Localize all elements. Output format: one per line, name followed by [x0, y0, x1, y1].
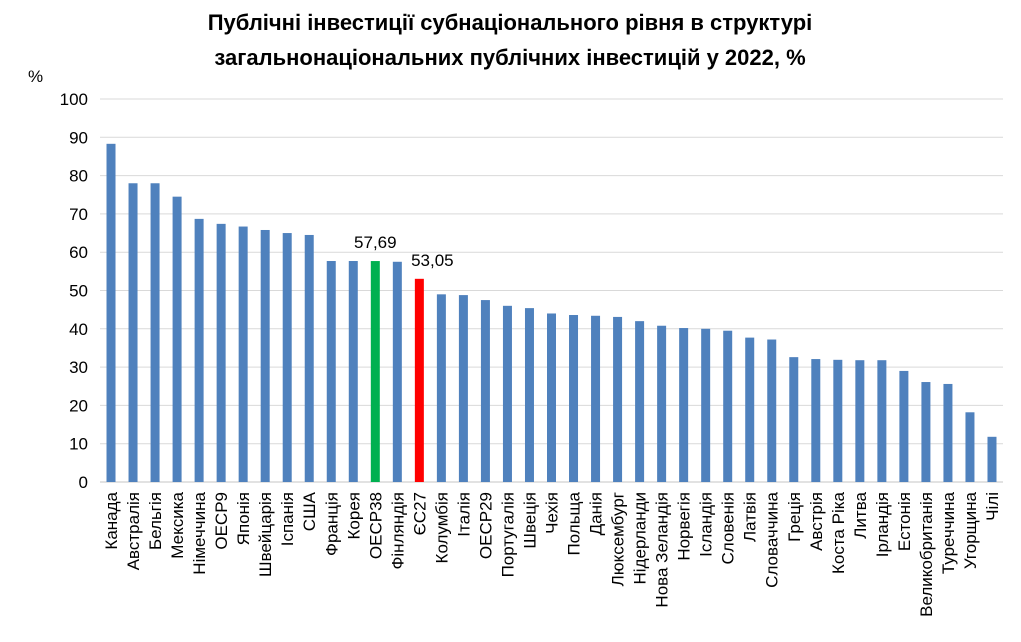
y-tick-label: 10 — [69, 435, 88, 454]
bar — [172, 196, 182, 483]
x-tick-label: Словаччина — [763, 491, 782, 587]
bar — [238, 226, 248, 482]
bar — [414, 278, 424, 482]
bar — [877, 360, 887, 482]
bar — [767, 339, 777, 482]
x-tick-label: США — [300, 491, 319, 531]
bar — [370, 261, 380, 482]
x-tick-label: Австралія — [124, 492, 143, 570]
bar — [943, 383, 953, 482]
bar — [194, 218, 204, 482]
bar — [591, 315, 601, 482]
bar — [921, 382, 931, 482]
x-tick-label: Коста Ріка — [829, 491, 848, 574]
x-tick-label: Італія — [454, 492, 473, 537]
bar — [304, 234, 314, 482]
x-tick-label: Бельгія — [146, 492, 165, 550]
x-tick-label: Колумбія — [432, 492, 451, 563]
x-tick-label: ЄС27 — [410, 492, 429, 535]
y-tick-label: 0 — [79, 473, 88, 492]
x-tick-label: Німеччина — [190, 491, 209, 574]
x-tick-label: Великобританія — [917, 492, 936, 617]
bar — [723, 330, 733, 482]
x-tick-label: Норвегія — [675, 492, 694, 561]
bar — [106, 143, 116, 482]
data-label: 53,05 — [411, 251, 454, 270]
bar — [128, 183, 138, 482]
bar — [260, 229, 270, 482]
x-tick-label: Швейцарія — [256, 492, 275, 577]
y-tick-label: 60 — [69, 243, 88, 262]
x-tick-label: Нідерланди — [631, 492, 650, 584]
x-tick-label: Словенія — [719, 492, 738, 565]
bar — [701, 328, 711, 482]
x-tick-label: OECP38 — [366, 492, 385, 559]
x-tick-label: Австрія — [807, 492, 826, 551]
data-label: 57,69 — [354, 233, 397, 252]
x-tick-label: Канада — [102, 491, 121, 549]
bar — [789, 357, 799, 482]
bar — [965, 412, 975, 482]
bar — [524, 308, 534, 482]
x-tick-label: Латвія — [741, 492, 760, 542]
x-tick-label: Фінляндія — [388, 492, 407, 570]
bar — [745, 337, 755, 482]
x-tick-label: Туреччина — [939, 491, 958, 574]
x-tick-label: Польща — [565, 491, 584, 555]
bar — [458, 295, 468, 482]
bar — [899, 370, 909, 482]
bar — [436, 294, 446, 482]
bar — [657, 325, 667, 482]
y-tick-label: 80 — [69, 167, 88, 186]
x-tick-label: Литва — [851, 491, 870, 538]
y-tick-label: 90 — [69, 128, 88, 147]
x-tick-label: OECP29 — [476, 492, 495, 559]
x-tick-label: Ірландія — [873, 492, 892, 557]
bar — [833, 359, 843, 482]
x-tick-label: Франція — [322, 492, 341, 556]
bar — [987, 436, 997, 482]
bar — [547, 313, 556, 482]
y-tick-label: 70 — [69, 205, 88, 224]
x-tick-label: Іспанія — [278, 492, 297, 546]
bar — [216, 223, 226, 482]
bar — [480, 300, 490, 482]
bar — [150, 183, 160, 482]
y-tick-label: 30 — [69, 358, 88, 377]
bar — [392, 261, 402, 482]
x-tick-label: Швеція — [520, 492, 539, 549]
x-tick-label: Угорщина — [961, 491, 980, 569]
bar — [282, 233, 292, 482]
bar — [811, 359, 821, 482]
x-tick-label: Корея — [344, 492, 363, 539]
bar — [613, 316, 623, 482]
bar — [679, 328, 689, 482]
x-tick-label: Данія — [587, 492, 606, 535]
y-tick-label: 20 — [69, 396, 88, 415]
y-tick-label: 100 — [60, 90, 88, 109]
bar — [635, 321, 645, 482]
chart-title-line-2: загальнонаціональних публічних інвестиці… — [214, 45, 805, 70]
x-tick-label: Чілі — [983, 492, 1002, 521]
x-tick-label: Естонія — [895, 492, 914, 551]
x-tick-label: Португалія — [498, 492, 517, 577]
x-tick-label: Чехія — [543, 492, 562, 534]
x-tick-label: Японія — [234, 492, 253, 545]
bar — [569, 315, 579, 482]
bar — [502, 305, 512, 482]
x-tick-label: OECP9 — [212, 492, 231, 550]
y-tick-label: 50 — [69, 282, 88, 301]
x-tick-label: Мексика — [168, 491, 187, 558]
y-tick-label: 40 — [69, 320, 88, 339]
chart-title-line-1: Публічні інвестиції субнаціонального рів… — [208, 10, 813, 35]
x-tick-label: Греція — [785, 492, 804, 542]
x-tick-label: Ісландія — [697, 492, 716, 557]
bar — [855, 360, 865, 482]
bar — [326, 261, 336, 482]
x-tick-label: Люксембург — [609, 492, 628, 586]
x-tick-label: Нова Зеландія — [653, 492, 672, 608]
bar — [348, 261, 358, 482]
y-axis-label: % — [28, 67, 43, 86]
